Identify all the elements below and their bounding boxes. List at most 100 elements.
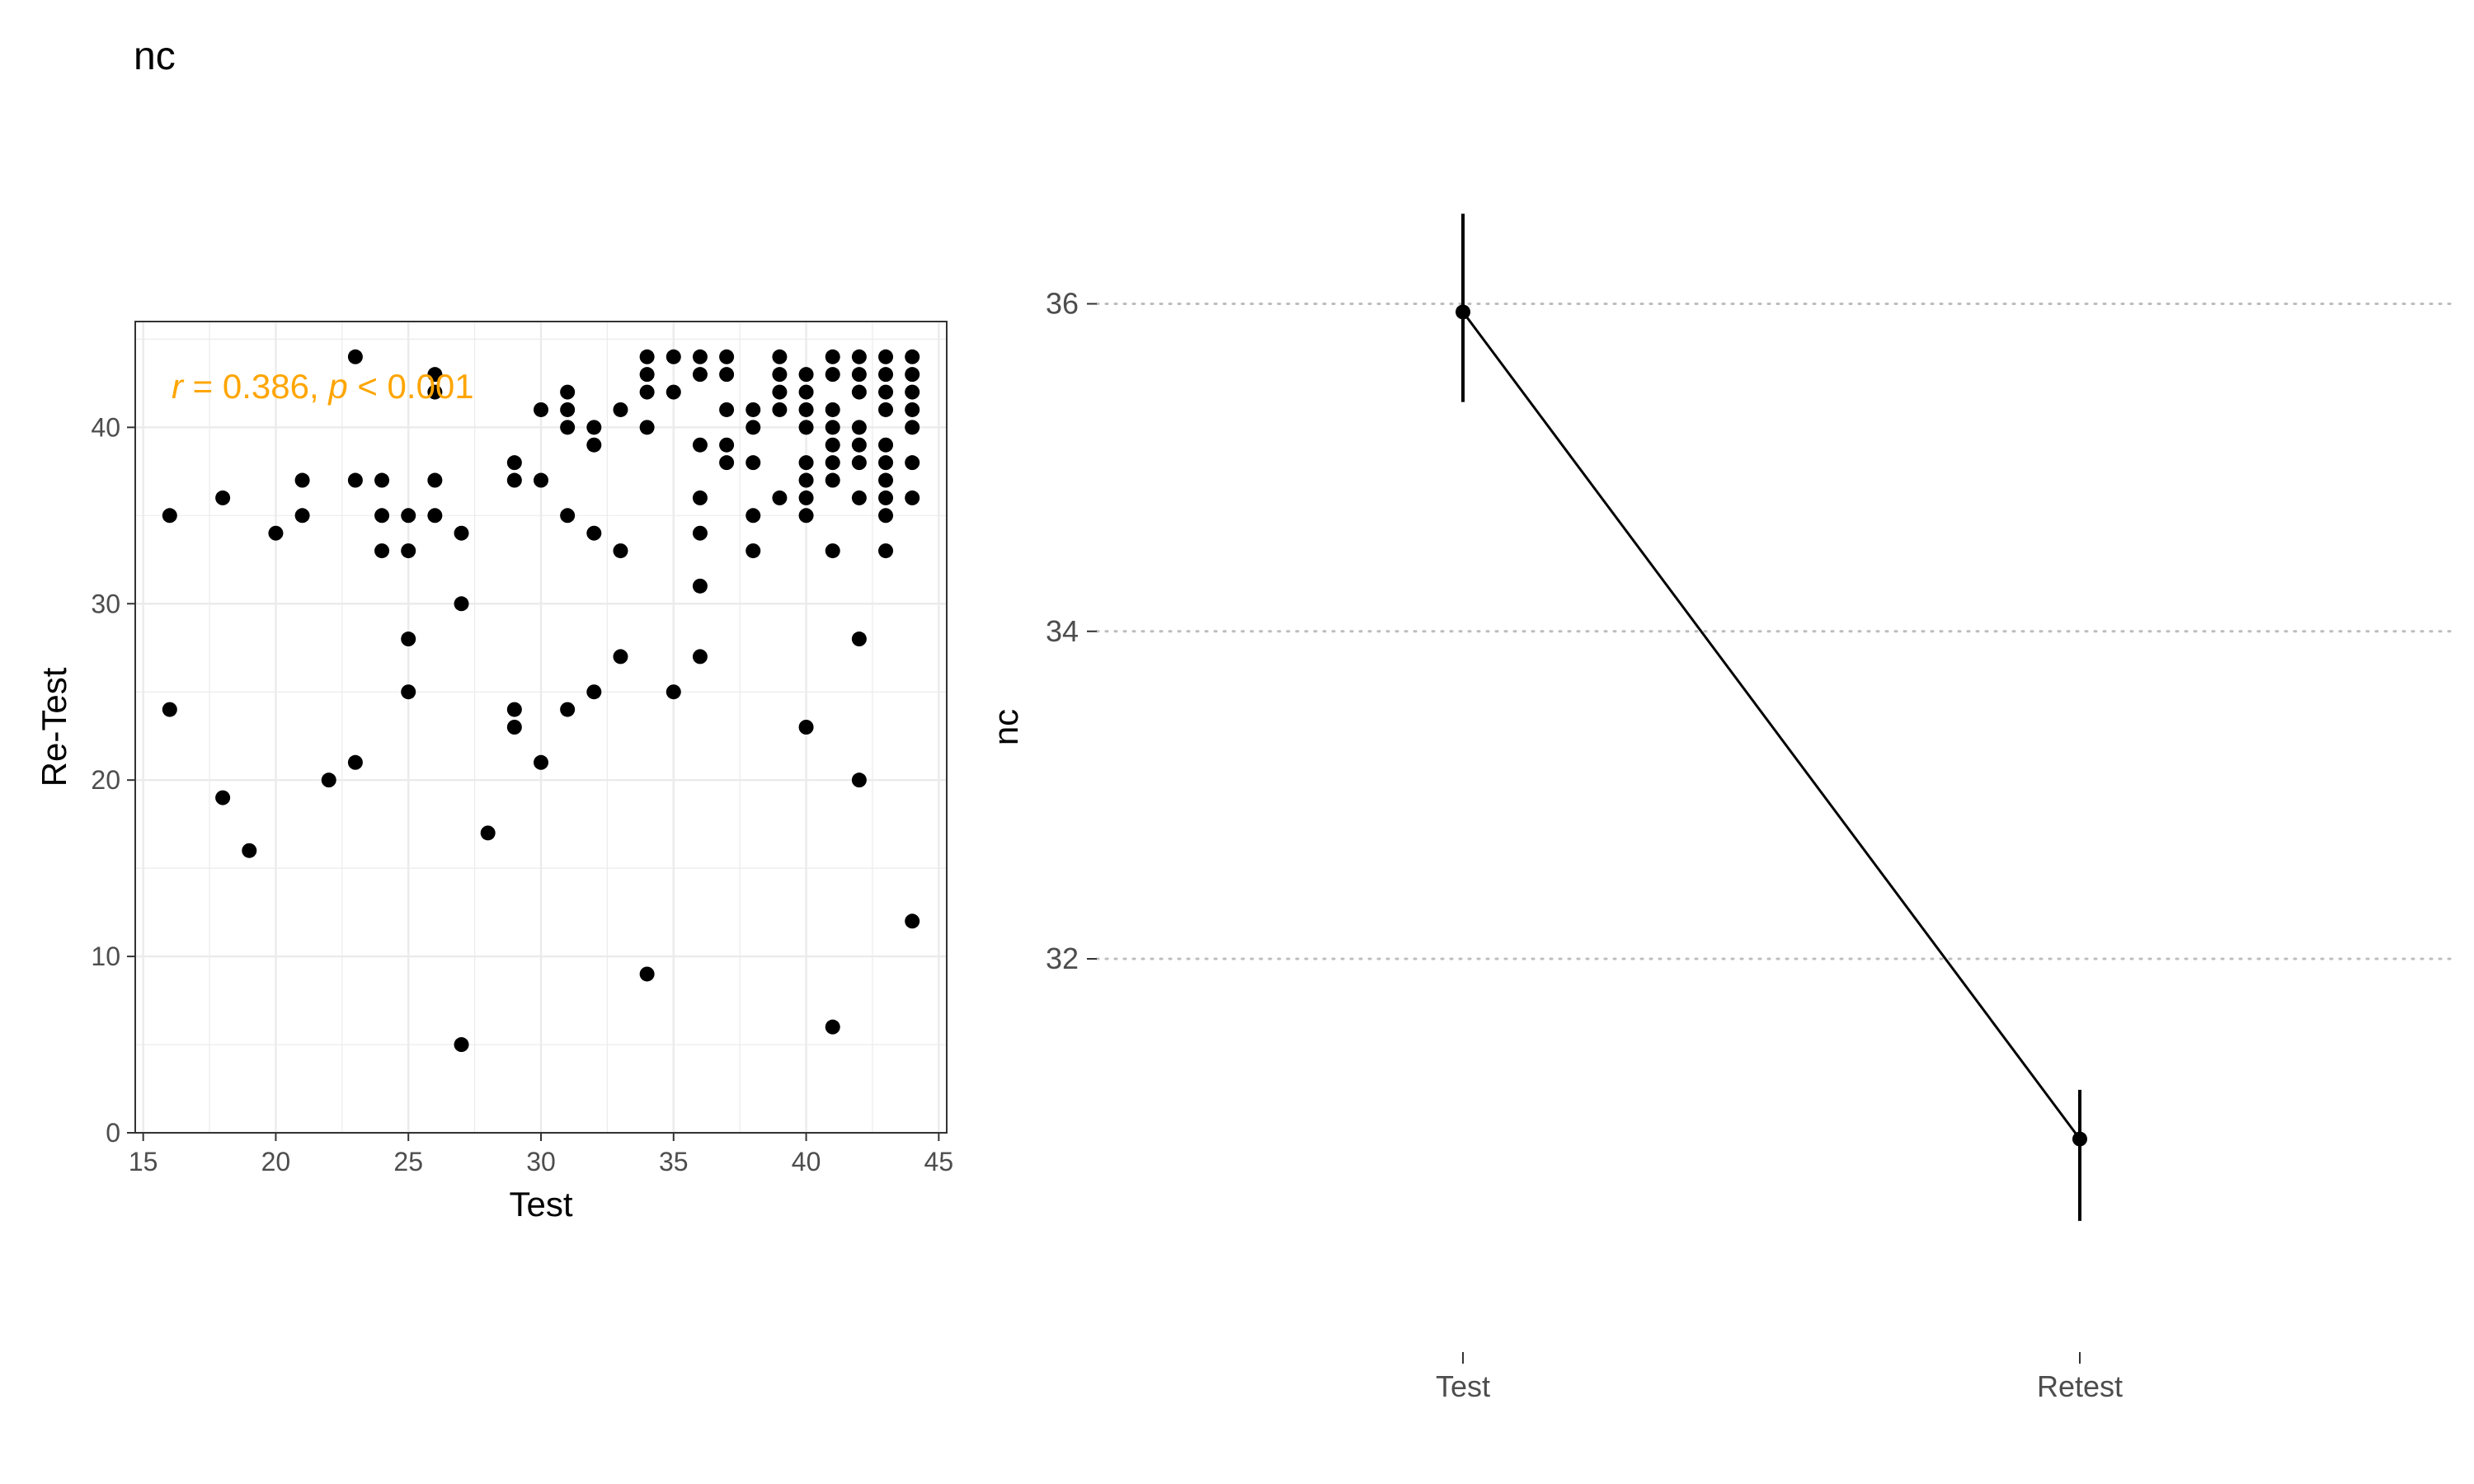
scatter-point — [878, 455, 894, 471]
scatter-point — [427, 472, 443, 488]
scatter-point — [162, 508, 177, 524]
scatter-point — [692, 490, 708, 505]
scatter-point — [719, 349, 735, 364]
scatter-point — [401, 543, 416, 559]
scatter-point — [401, 508, 416, 524]
scatter-point — [772, 490, 788, 505]
figure-title: nc — [134, 35, 176, 78]
means-y-axis: 32 34 36 — [1046, 286, 1097, 975]
scatter-point — [692, 349, 708, 364]
scatter-point — [666, 384, 681, 400]
scatter-point — [560, 508, 576, 524]
scatter-point — [586, 437, 602, 453]
scatter-point — [560, 420, 576, 435]
scatter-point — [666, 349, 681, 364]
scatter-point — [905, 455, 920, 471]
scatter-point — [347, 349, 363, 364]
scatter-point — [692, 367, 708, 383]
scatter-point — [798, 367, 814, 383]
means-x-axis: Test Retest — [1436, 1352, 2123, 1403]
scatter-point — [692, 649, 708, 665]
scatter-point — [878, 437, 894, 453]
scatter-y-axis: 0 10 20 30 40 — [91, 412, 135, 1148]
scatter-y-tick-label: 30 — [91, 589, 120, 618]
scatter-point — [745, 508, 761, 524]
scatter-x-axis: 15 20 25 30 35 40 45 — [129, 1133, 953, 1176]
scatter-point — [851, 490, 867, 505]
scatter-point — [613, 402, 628, 417]
scatter-point — [560, 702, 576, 717]
scatter-x-tick-label: 40 — [792, 1147, 821, 1176]
means-panel: 32 34 36 Test Retest nc — [986, 214, 2459, 1403]
scatter-point — [613, 543, 628, 559]
scatter-point — [506, 702, 522, 717]
scatter-point — [851, 384, 867, 400]
scatter-point — [772, 349, 788, 364]
annotation-r-symbol: r — [172, 367, 185, 406]
scatter-point — [905, 367, 920, 383]
scatter-point — [851, 420, 867, 435]
scatter-point — [825, 349, 840, 364]
scatter-point — [878, 508, 894, 524]
scatter-point — [745, 402, 761, 417]
scatter-point — [534, 472, 548, 488]
scatter-point — [851, 367, 867, 383]
scatter-point — [294, 508, 310, 524]
scatter-x-tick-label: 45 — [924, 1147, 954, 1176]
scatter-point — [534, 754, 548, 770]
scatter-point — [454, 1037, 469, 1053]
scatter-point — [851, 455, 867, 471]
scatter-point — [825, 367, 840, 383]
scatter-point — [851, 349, 867, 364]
scatter-point — [798, 490, 814, 505]
scatter-point — [719, 402, 735, 417]
means-grid — [1095, 302, 2459, 960]
scatter-point — [162, 702, 177, 717]
scatter-point — [825, 455, 840, 471]
scatter-point — [851, 437, 867, 453]
scatter-point — [586, 525, 602, 541]
scatter-point — [639, 367, 655, 383]
scatter-point — [745, 455, 761, 471]
scatter-point — [878, 349, 894, 364]
scatter-point — [586, 420, 602, 435]
scatter-x-axis-title: Test — [509, 1185, 572, 1223]
scatter-point — [905, 913, 920, 929]
means-point — [2072, 1131, 2087, 1147]
scatter-point — [215, 490, 231, 505]
scatter-point — [798, 455, 814, 471]
scatter-point — [586, 684, 602, 700]
scatter-point — [825, 543, 840, 559]
scatter-point — [772, 367, 788, 383]
scatter-point — [374, 472, 390, 488]
scatter-point — [851, 773, 867, 788]
scatter-point — [294, 472, 310, 488]
scatter-point — [427, 508, 443, 524]
scatter-point — [347, 754, 363, 770]
means-marks — [1456, 214, 2087, 1221]
scatter-point — [825, 1019, 840, 1035]
means-y-tick-label: 34 — [1046, 614, 1079, 648]
scatter-point — [321, 773, 336, 788]
scatter-y-tick-label: 10 — [91, 942, 120, 971]
scatter-point — [215, 790, 231, 805]
scatter-x-tick-label: 15 — [129, 1147, 158, 1176]
scatter-point — [666, 684, 681, 700]
scatter-point — [639, 349, 655, 364]
scatter-y-tick-label: 40 — [91, 412, 120, 442]
scatter-point — [401, 632, 416, 647]
scatter-point — [506, 455, 522, 471]
scatter-point — [905, 349, 920, 364]
scatter-point — [506, 472, 522, 488]
scatter-point — [639, 420, 655, 435]
scatter-point — [401, 684, 416, 700]
scatter-point — [719, 437, 735, 453]
scatter-x-tick-label: 25 — [393, 1147, 423, 1176]
scatter-x-tick-label: 30 — [526, 1147, 556, 1176]
scatter-point — [268, 525, 284, 541]
scatter-point — [878, 543, 894, 559]
scatter-point — [454, 596, 469, 612]
scatter-point — [905, 402, 920, 417]
means-x-tick-label: Retest — [2037, 1369, 2123, 1403]
